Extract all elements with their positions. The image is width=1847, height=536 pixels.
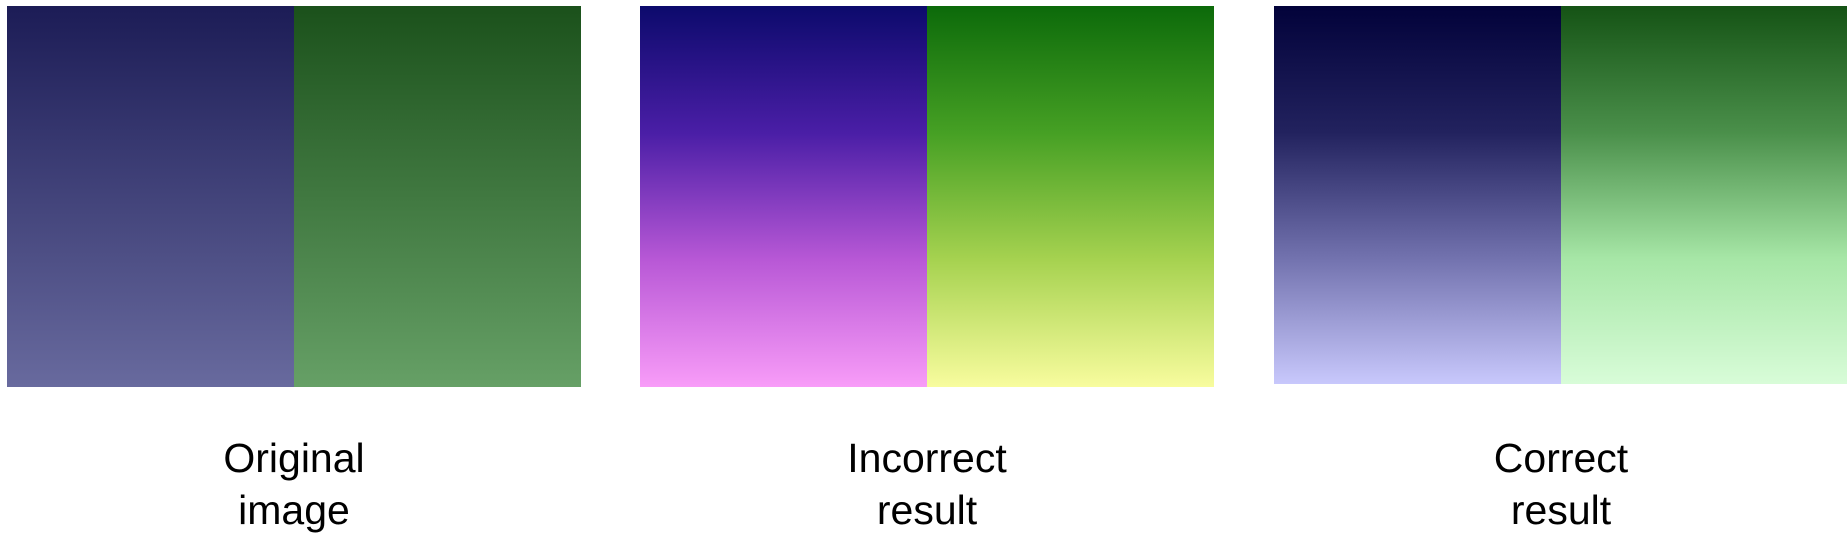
incorrect-result-panel: Incorrect result xyxy=(640,6,1214,533)
caption-line-1: Incorrect xyxy=(847,435,1007,481)
correct-blue-half xyxy=(1274,6,1561,384)
caption-line-2: image xyxy=(238,487,350,533)
caption-line-2: result xyxy=(1510,487,1612,533)
original-image-panel: Original image xyxy=(7,6,581,533)
incorrect-result-swatch xyxy=(640,6,1214,387)
correct-result-caption: Correct result xyxy=(1274,432,1847,536)
correct-green-half xyxy=(1561,6,1847,384)
incorrect-blue-half xyxy=(640,6,927,387)
caption-line-2: result xyxy=(876,487,978,533)
caption-line-1: Correct xyxy=(1493,435,1629,481)
incorrect-green-half xyxy=(927,6,1214,387)
caption-line-1: Original xyxy=(223,435,365,481)
original-image-swatch xyxy=(7,6,581,387)
correct-result-swatch xyxy=(1274,6,1847,384)
correct-result-panel: Correct result xyxy=(1274,6,1847,533)
incorrect-result-caption: Incorrect result xyxy=(640,432,1214,536)
original-green-half xyxy=(294,6,581,387)
original-blue-half xyxy=(7,6,294,387)
original-image-caption: Original image xyxy=(7,432,581,536)
